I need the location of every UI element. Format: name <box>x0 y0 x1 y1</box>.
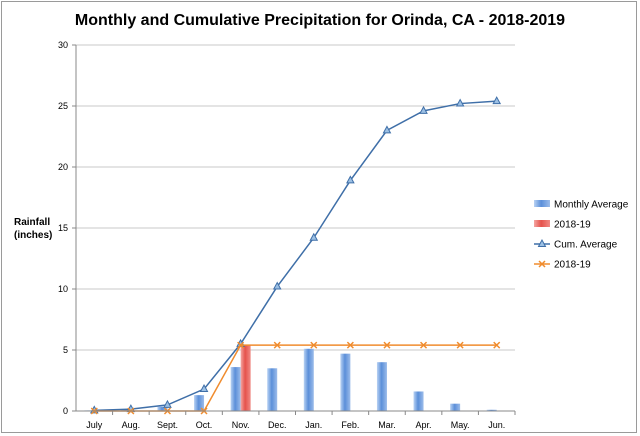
line-cum-average <box>94 100 497 412</box>
x-tick-label: Oct. <box>196 420 213 430</box>
bar-monthly-average <box>267 368 278 411</box>
chart-title: Monthly and Cumulative Precipitation for… <box>75 12 565 29</box>
bar-monthly-average <box>486 409 497 411</box>
legend-label: 2018-19 <box>554 220 591 231</box>
x-tick-label: Feb. <box>341 420 359 430</box>
point-2018-19-stroke <box>237 341 245 349</box>
line-2018-19 <box>94 344 497 412</box>
point-2018-19 <box>456 341 464 349</box>
legend-marker-triangle <box>537 238 547 247</box>
bar-monthly-average <box>303 348 314 411</box>
point-cum-average <box>382 125 392 134</box>
point-2018-19-stroke <box>420 341 428 349</box>
point-cum-average <box>199 383 209 393</box>
point-2018-19 <box>273 341 281 349</box>
point-cum-average <box>272 281 282 290</box>
point-2018-19 <box>310 341 318 349</box>
legend-swatch-monthly-average <box>534 200 550 207</box>
point-cum-average <box>419 105 428 114</box>
legend-item: 2018-19 <box>534 260 591 271</box>
legend-swatch-2018-19-bar <box>534 220 550 227</box>
point-cum-average <box>492 96 502 105</box>
point-2018-19 <box>383 341 391 349</box>
y-tick-label: 20 <box>58 162 68 172</box>
y-axis-label-line2: (inches) <box>14 230 52 241</box>
point-2018-19 <box>493 341 501 349</box>
x-tick-label: Aug. <box>122 420 141 430</box>
x-tick-label: Nov. <box>232 420 250 430</box>
bar-monthly-average <box>340 353 351 411</box>
x-tick-label: Sept. <box>157 420 178 430</box>
point-2018-19 <box>346 341 354 349</box>
bar-monthly-average <box>157 406 168 411</box>
point-2018-19-stroke <box>456 341 464 349</box>
point-2018-19-stroke <box>273 341 281 349</box>
legend-label: 2018-19 <box>554 260 591 271</box>
x-tick-label: July <box>86 420 103 430</box>
point-2018-19-stroke <box>310 341 318 349</box>
x-tick-label: May. <box>451 420 470 430</box>
legend-label: Monthly Average <box>554 200 629 211</box>
bar-monthly-average <box>413 391 424 411</box>
bar-monthly-average <box>450 403 461 411</box>
point-cum-average <box>455 98 465 107</box>
y-tick-label: 15 <box>58 223 68 233</box>
x-tick-label: Mar. <box>378 420 396 430</box>
x-tick-label: Jun. <box>488 420 505 430</box>
x-tick-label: Jan. <box>305 420 322 430</box>
bar-monthly-average <box>194 395 205 411</box>
legend-item: Monthly Average <box>534 200 629 211</box>
y-tick-label: 5 <box>63 345 68 355</box>
bar-monthly-average <box>376 362 387 411</box>
legend-item: 2018-19 <box>534 220 591 231</box>
bar-2018-19 <box>240 345 251 411</box>
point-cum-average <box>309 232 319 241</box>
y-tick-label: 10 <box>58 284 68 294</box>
point-2018-19-stroke <box>493 341 501 349</box>
legend-label: Cum. Average <box>554 240 618 251</box>
legend-item: Cum. Average <box>534 238 618 251</box>
point-cum-average <box>346 175 355 184</box>
y-tick-label: 30 <box>58 40 68 50</box>
bar-monthly-average <box>230 367 241 411</box>
point-2018-19 <box>420 341 428 349</box>
x-tick-label: Dec. <box>268 420 287 430</box>
point-2018-19 <box>237 341 245 349</box>
y-tick-label: 0 <box>63 406 68 416</box>
legend-marker-x <box>538 260 546 268</box>
x-tick-label: Apr. <box>416 420 432 430</box>
point-2018-19-stroke <box>383 341 391 349</box>
y-axis-label-line1: Rainfall <box>14 217 50 228</box>
point-2018-19-stroke <box>346 341 354 349</box>
point-cum-average <box>163 399 172 408</box>
y-tick-label: 25 <box>58 101 68 111</box>
